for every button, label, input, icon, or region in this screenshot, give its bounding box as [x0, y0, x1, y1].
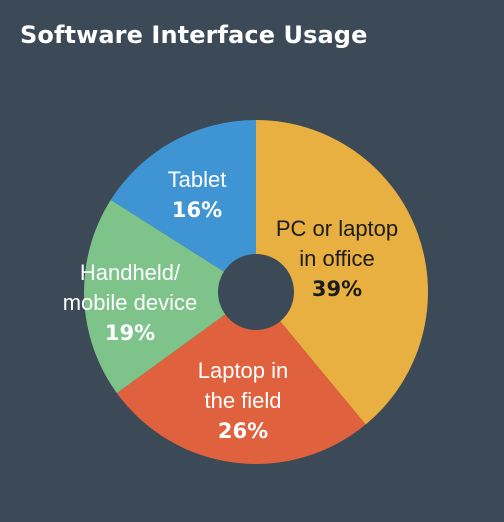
pie-slices: [84, 120, 429, 465]
slice-label-handheld-mobile-device-line-2: mobile device: [63, 290, 198, 315]
pie-slice-laptop-in-the-field: [116, 292, 366, 465]
donut-hole: [218, 254, 294, 330]
slice-value-tablet: 16%: [172, 198, 222, 222]
pie-slice-tablet: [110, 120, 256, 292]
slice-label-pc-or-laptop-in-office-line-2: in office: [299, 246, 374, 271]
slice-value-handheld-mobile-device: 19%: [105, 321, 155, 345]
pie-slice-pc-or-laptop-in-office: [256, 120, 429, 425]
slice-label-laptop-in-the-field-line-1: Laptop in: [198, 358, 289, 383]
slice-labels: PC or laptop in office 39% Laptop in the fie…: [63, 167, 398, 443]
slice-value-laptop-in-the-field: 26%: [218, 419, 268, 443]
pie-slice-handheld-mobile-device: [84, 199, 256, 394]
slice-value-pc-or-laptop-in-office: 39%: [312, 277, 362, 301]
chart-title: Software Interface Usage: [20, 21, 368, 49]
slice-label-laptop-in-the-field-line-2: the field: [204, 388, 281, 413]
slice-label-pc-or-laptop-in-office-line-1: PC or laptop: [276, 216, 398, 241]
slice-label-handheld-mobile-device-line-1: Handheld/: [80, 260, 181, 285]
slice-label-tablet-line-1: Tablet: [168, 167, 227, 192]
